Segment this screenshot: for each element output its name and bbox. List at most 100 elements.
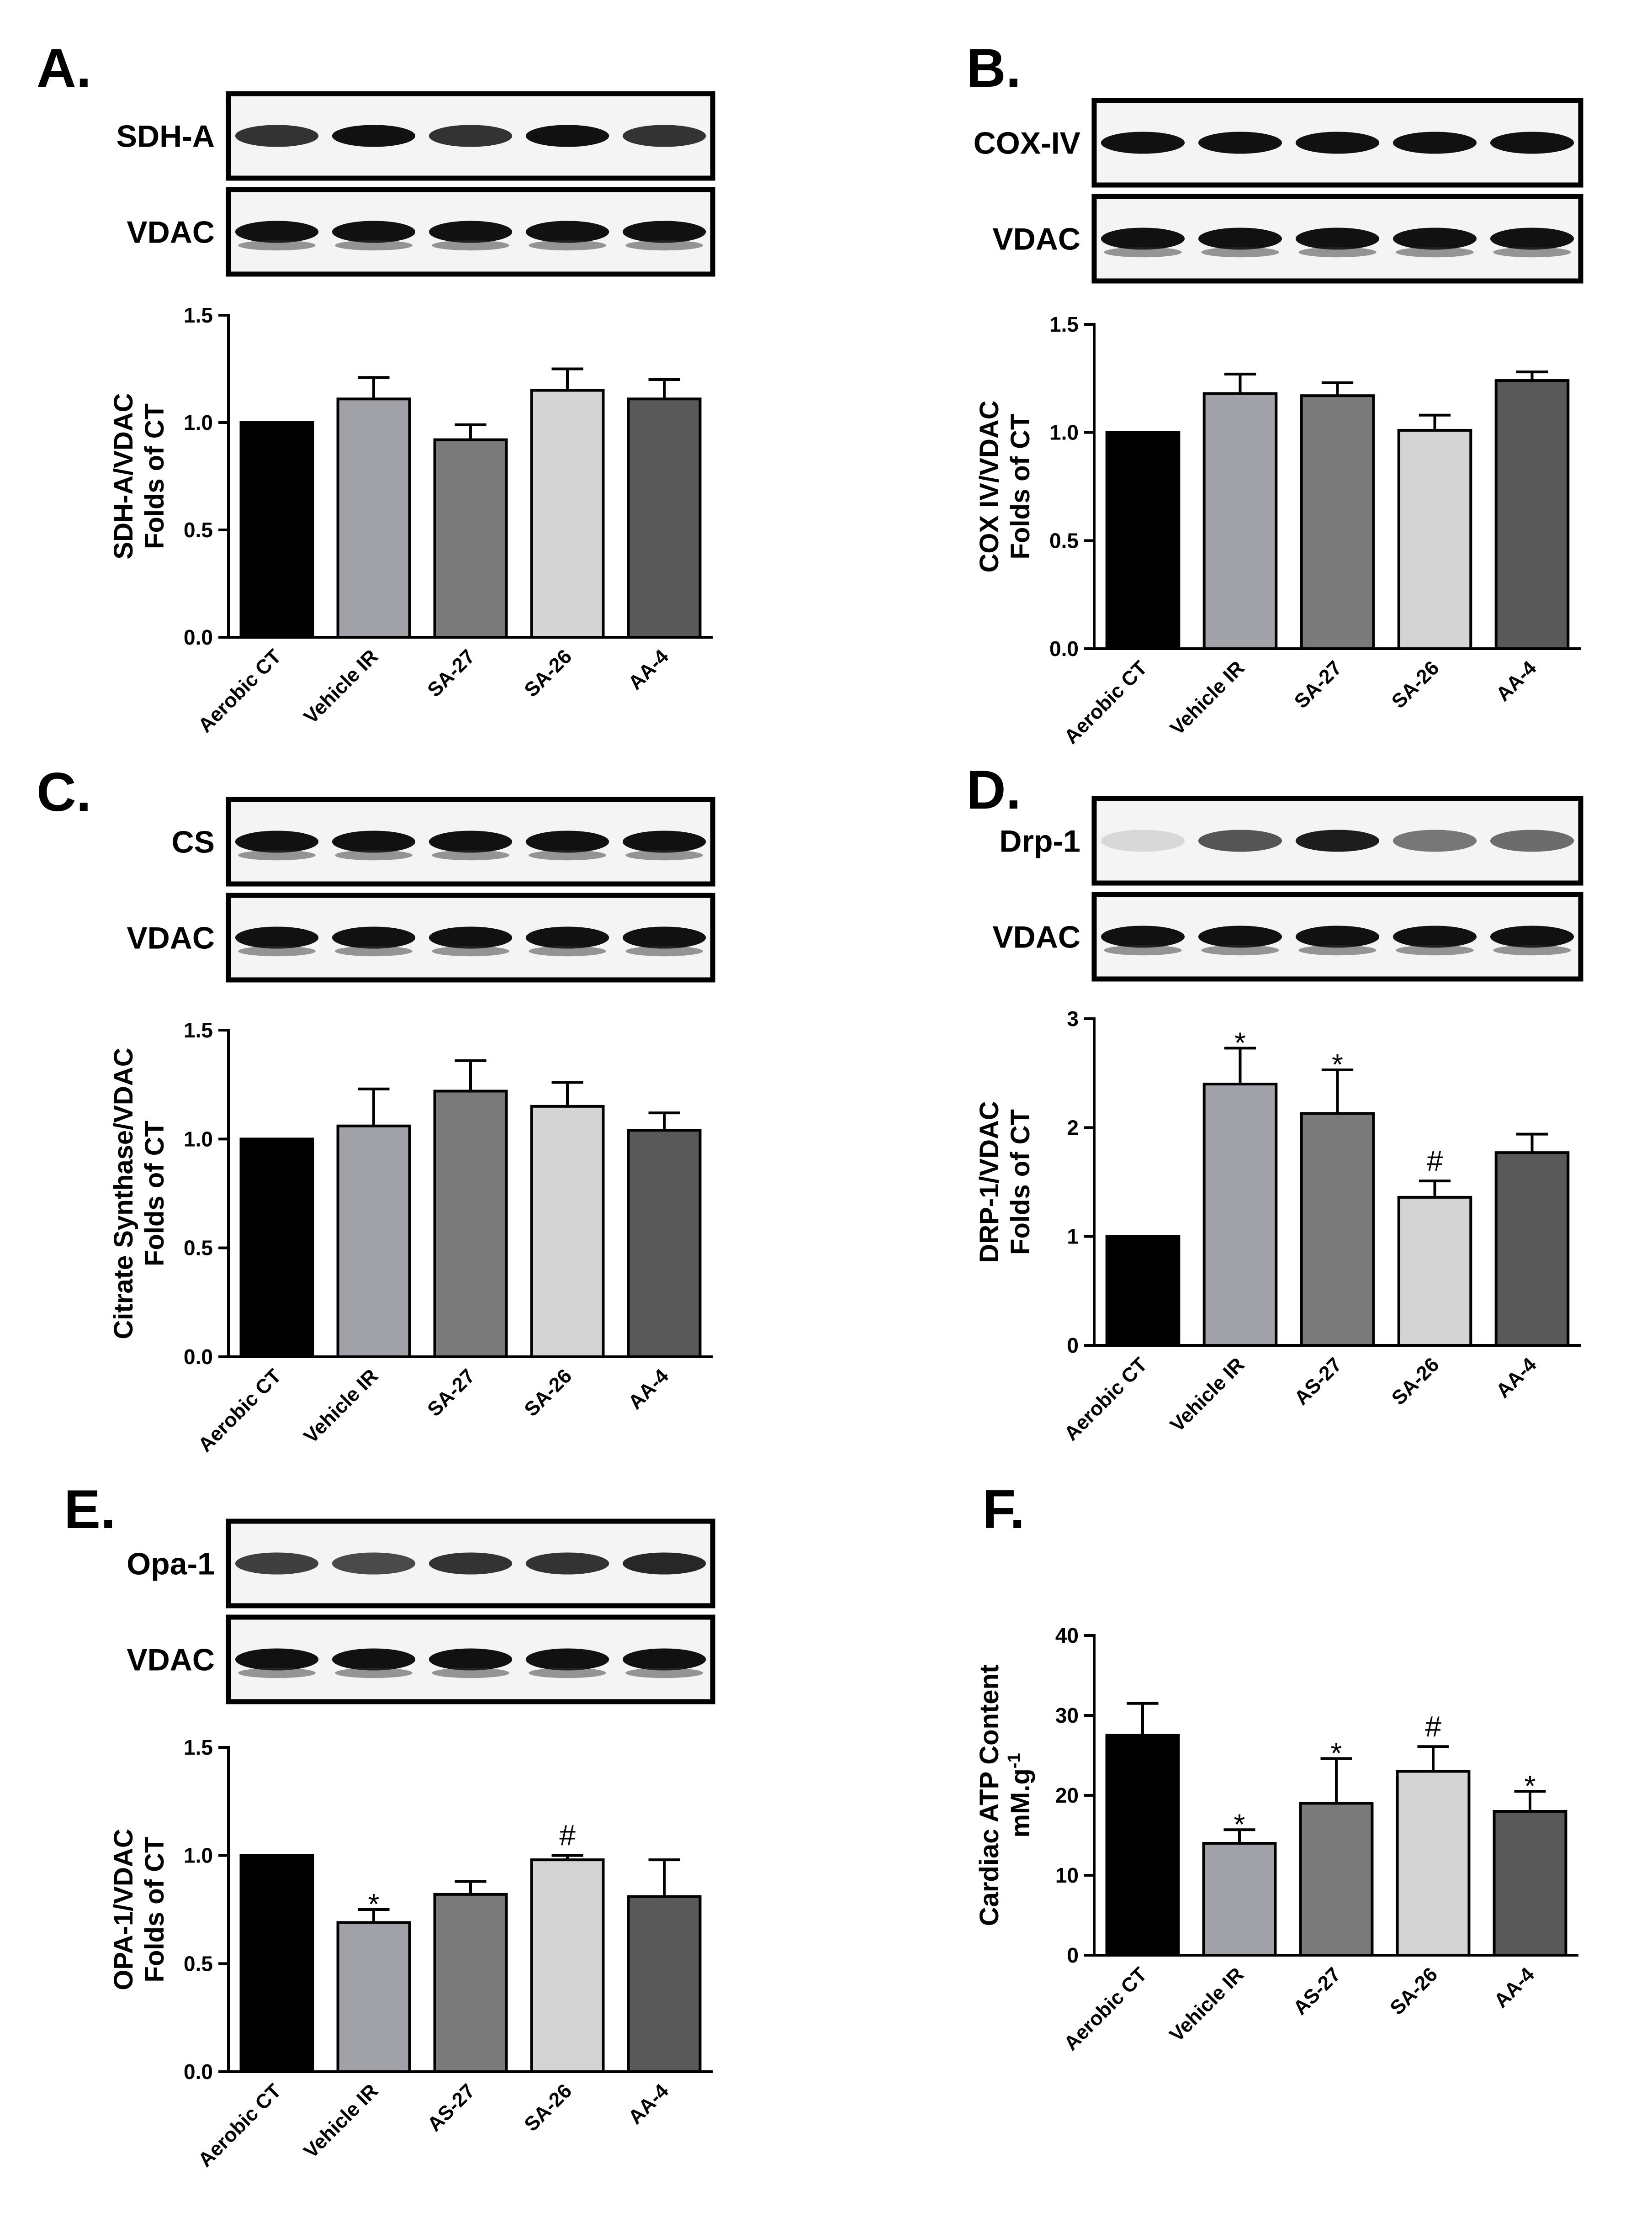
bar-group [239, 1854, 314, 2074]
x-tick-label: AA-4 [624, 1365, 673, 1414]
blot-band [235, 831, 319, 853]
blot-band [525, 125, 609, 147]
x-tick-label: Vehicle IR [1166, 656, 1249, 740]
blot-band [1295, 132, 1380, 154]
bar-group: * [1202, 1026, 1278, 1347]
x-tick-label: Aerobic CT [194, 2079, 286, 2171]
y-axis-label-line2: Folds of CT [140, 1837, 169, 1983]
y-axis-label: COX IV/VDAC Folds of CT [974, 400, 1035, 572]
y-tick-label: 0.5 [184, 1236, 213, 1260]
blot-band [235, 221, 319, 243]
bar-group [433, 1880, 508, 2074]
bar [1105, 1235, 1181, 1347]
blot-band-lower [238, 240, 316, 251]
y-tick-label: 0 [1067, 1333, 1079, 1357]
blot-band-lower [1298, 247, 1377, 258]
bar [336, 397, 411, 639]
bar-chart: 0.0 0.5 1.0 1.5 Citrate Synthase/VDAC Folds o… [109, 1018, 713, 1456]
panel-d: D. Drp-1 VDAC 0 1 2 3 DRP-1/VDAC Folds of CT Aero… [966, 759, 1583, 1445]
blot-band [429, 125, 513, 147]
y-tick-label: 0 [1067, 1943, 1079, 1967]
x-tick-label: Vehicle IR [299, 2079, 382, 2163]
blot-band [1295, 926, 1380, 948]
bar [239, 421, 314, 639]
y-tick-label: 1.0 [1049, 421, 1079, 444]
blot-band [525, 926, 609, 949]
bar-group [1202, 372, 1278, 650]
blot-drp-1: Drp-1 [999, 796, 1583, 886]
blot-vdac: VDAC [992, 892, 1583, 982]
blot-band [1198, 227, 1282, 250]
blot-band-lower [1396, 945, 1474, 956]
y-tick-label: 0.0 [184, 1345, 213, 1369]
bar-group [239, 1137, 314, 1358]
y-axis-label-line1: DRP-1/VDAC [974, 1101, 1004, 1263]
panel-label: B. [966, 37, 1021, 99]
blot-band-lower [625, 240, 703, 251]
significance-marker: # [559, 1819, 576, 1852]
bar [1105, 431, 1181, 651]
y-axis-label: Citrate Synthase/VDAC Folds of CT [109, 1048, 169, 1339]
significance-marker: * [1234, 1808, 1245, 1841]
blot-cs: CS [172, 797, 715, 887]
blot-band-lower [1201, 247, 1279, 258]
bar-group: # [530, 1819, 605, 2073]
bar-group [1494, 1132, 1570, 1347]
blot-band-lower [529, 850, 606, 861]
y-axis-label-line2: Folds of CT [1006, 414, 1035, 560]
bar-group [1105, 1235, 1181, 1347]
blot-label: VDAC [127, 215, 215, 250]
panel-f: F. 0 10 20 30 40 Cardiac ATP Content mM.g-1 Aero… [974, 1479, 1578, 2055]
significance-marker: * [368, 1888, 380, 1920]
blot-band-lower [1104, 247, 1182, 258]
bar [530, 1858, 605, 2073]
bar [1300, 1112, 1375, 1347]
bar-group [627, 1111, 702, 1358]
y-tick-label: 40 [1055, 1624, 1079, 1647]
blot-label: VDAC [127, 1643, 215, 1677]
panel-label: D. [966, 759, 1021, 820]
blot-band [1198, 830, 1282, 852]
bar [627, 1895, 702, 2074]
blot-band-lower [335, 850, 413, 861]
blot-label: Opa-1 [127, 1547, 215, 1582]
bar [1105, 1734, 1180, 1957]
significance-marker: # [1425, 1710, 1441, 1743]
x-tick-label: AA-4 [1492, 1353, 1541, 1402]
bar [1494, 379, 1570, 650]
blot-band [622, 926, 706, 949]
y-tick-label: 0.5 [184, 1952, 213, 1975]
blot-band [622, 831, 706, 853]
blot-band [1198, 132, 1282, 154]
bar-group [433, 423, 508, 639]
bar [433, 1893, 508, 2074]
blot-band-lower [529, 946, 606, 957]
blot-band [1393, 830, 1477, 852]
y-axis-label-line1: COX IV/VDAC [974, 400, 1004, 572]
y-tick-label: 1.5 [184, 1735, 213, 1759]
blot-band [429, 1648, 513, 1671]
y-axis-label-line1: SDH-A/VDAC [109, 393, 138, 559]
x-tick-label: Aerobic CT [1059, 1963, 1151, 2055]
blot-band [1393, 227, 1477, 250]
bar-group: * [1493, 1769, 1567, 1957]
bar-group [1494, 370, 1570, 650]
bar-chart: 0.0 0.5 1.0 1.5 COX IV/VDAC Folds of CT Aerobi… [974, 312, 1581, 748]
blot-band-lower [335, 240, 413, 251]
x-tick-label: AA-4 [1492, 656, 1541, 706]
x-tick-label: SA-27 [423, 1365, 479, 1421]
significance-marker: * [1332, 1048, 1343, 1081]
blot-sdh-a: SDH-A [116, 91, 715, 181]
panel-label: E. [64, 1479, 116, 1540]
bar-group [1300, 381, 1375, 650]
bar-chart: 0 1 2 3 DRP-1/VDAC Folds of CT Aerobic CT * Vehi… [974, 1007, 1581, 1445]
y-tick-label: 20 [1055, 1783, 1079, 1807]
y-tick-label: 1.5 [184, 303, 213, 327]
y-tick-label: 0.0 [1049, 637, 1079, 661]
blot-label: COX-IV [974, 126, 1080, 161]
bar [1397, 429, 1472, 651]
blot-band [1490, 830, 1574, 852]
blot-band-lower [335, 946, 413, 957]
blot-band [235, 1552, 319, 1575]
x-tick-label: SA-26 [1387, 1353, 1444, 1409]
